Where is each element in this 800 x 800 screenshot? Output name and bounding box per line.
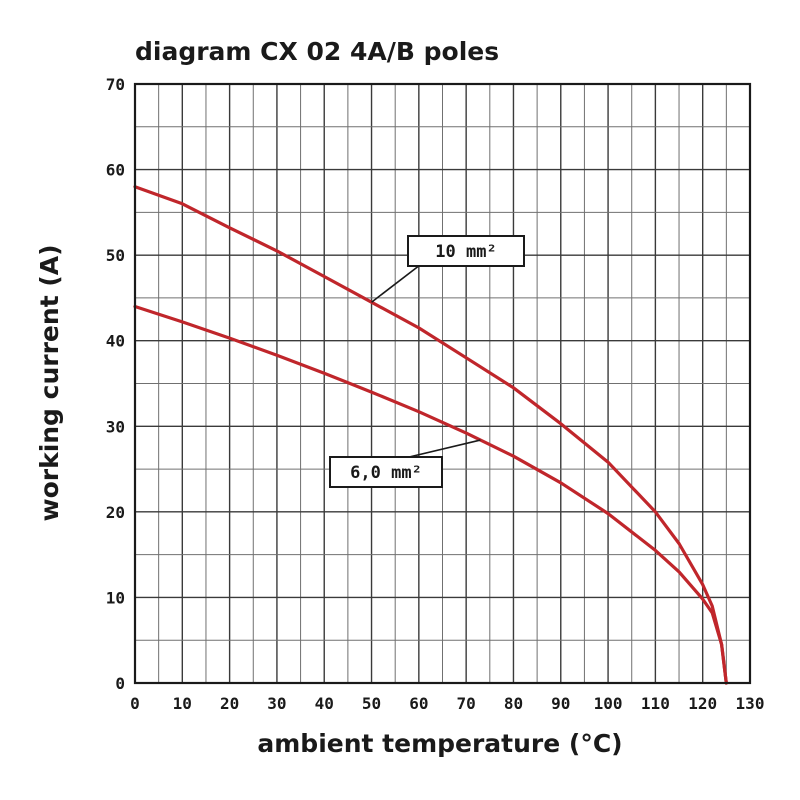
x-tick-label: 10 [173, 694, 192, 713]
x-tick-label: 120 [688, 694, 717, 713]
y-tick-label: 20 [106, 503, 125, 522]
annotation-box [329, 456, 443, 488]
y-tick-label: 30 [106, 417, 125, 436]
series-layer [133, 185, 728, 685]
x-axis-ticks: 0 10 20 30 40 50 60 70 80 90 100 110 120 130 [130, 694, 764, 713]
x-tick-label: 50 [362, 694, 381, 713]
series-label: 10 mm² [435, 242, 496, 262]
x-tick-label: 30 [267, 694, 286, 713]
annotation-leader [404, 439, 481, 459]
x-tick-label: 130 [736, 694, 765, 713]
y-tick-label: 40 [106, 332, 125, 351]
x-tick-label: 100 [594, 694, 623, 713]
x-tick-label: 60 [409, 694, 428, 713]
x-tick-label: 40 [315, 694, 334, 713]
y-axis-ticks: 0 10 20 30 40 50 60 70 [106, 75, 125, 693]
x-tick-label: 90 [551, 694, 570, 713]
y-tick-label: 10 [106, 588, 125, 607]
y-tick-label: 70 [106, 75, 125, 94]
chart-title: diagram CX 02 4A/B poles [135, 37, 499, 66]
plot-frame [133, 82, 752, 685]
x-tick-label: 0 [130, 694, 140, 713]
x-tick-label: 20 [220, 694, 239, 713]
series-label: 6,0 mm² [350, 463, 422, 483]
y-axis-label: working current (A) [35, 244, 64, 521]
annotations: 10 mm² 6,0 mm² [329, 235, 525, 488]
x-tick-label: 70 [457, 694, 476, 713]
x-tick-label: 80 [504, 694, 523, 713]
y-tick-label: 0 [115, 674, 125, 693]
x-tick-label: 110 [641, 694, 670, 713]
series-line-1 [133, 304, 728, 685]
annotation-leader [371, 264, 421, 303]
y-tick-label: 50 [106, 246, 125, 265]
series-line-0 [133, 185, 728, 685]
grid [134, 83, 751, 684]
x-axis-label: ambient temperature (°C) [257, 729, 622, 758]
plot-border [133, 82, 752, 685]
y-tick-label: 60 [106, 161, 125, 180]
annotation-box [407, 235, 525, 267]
